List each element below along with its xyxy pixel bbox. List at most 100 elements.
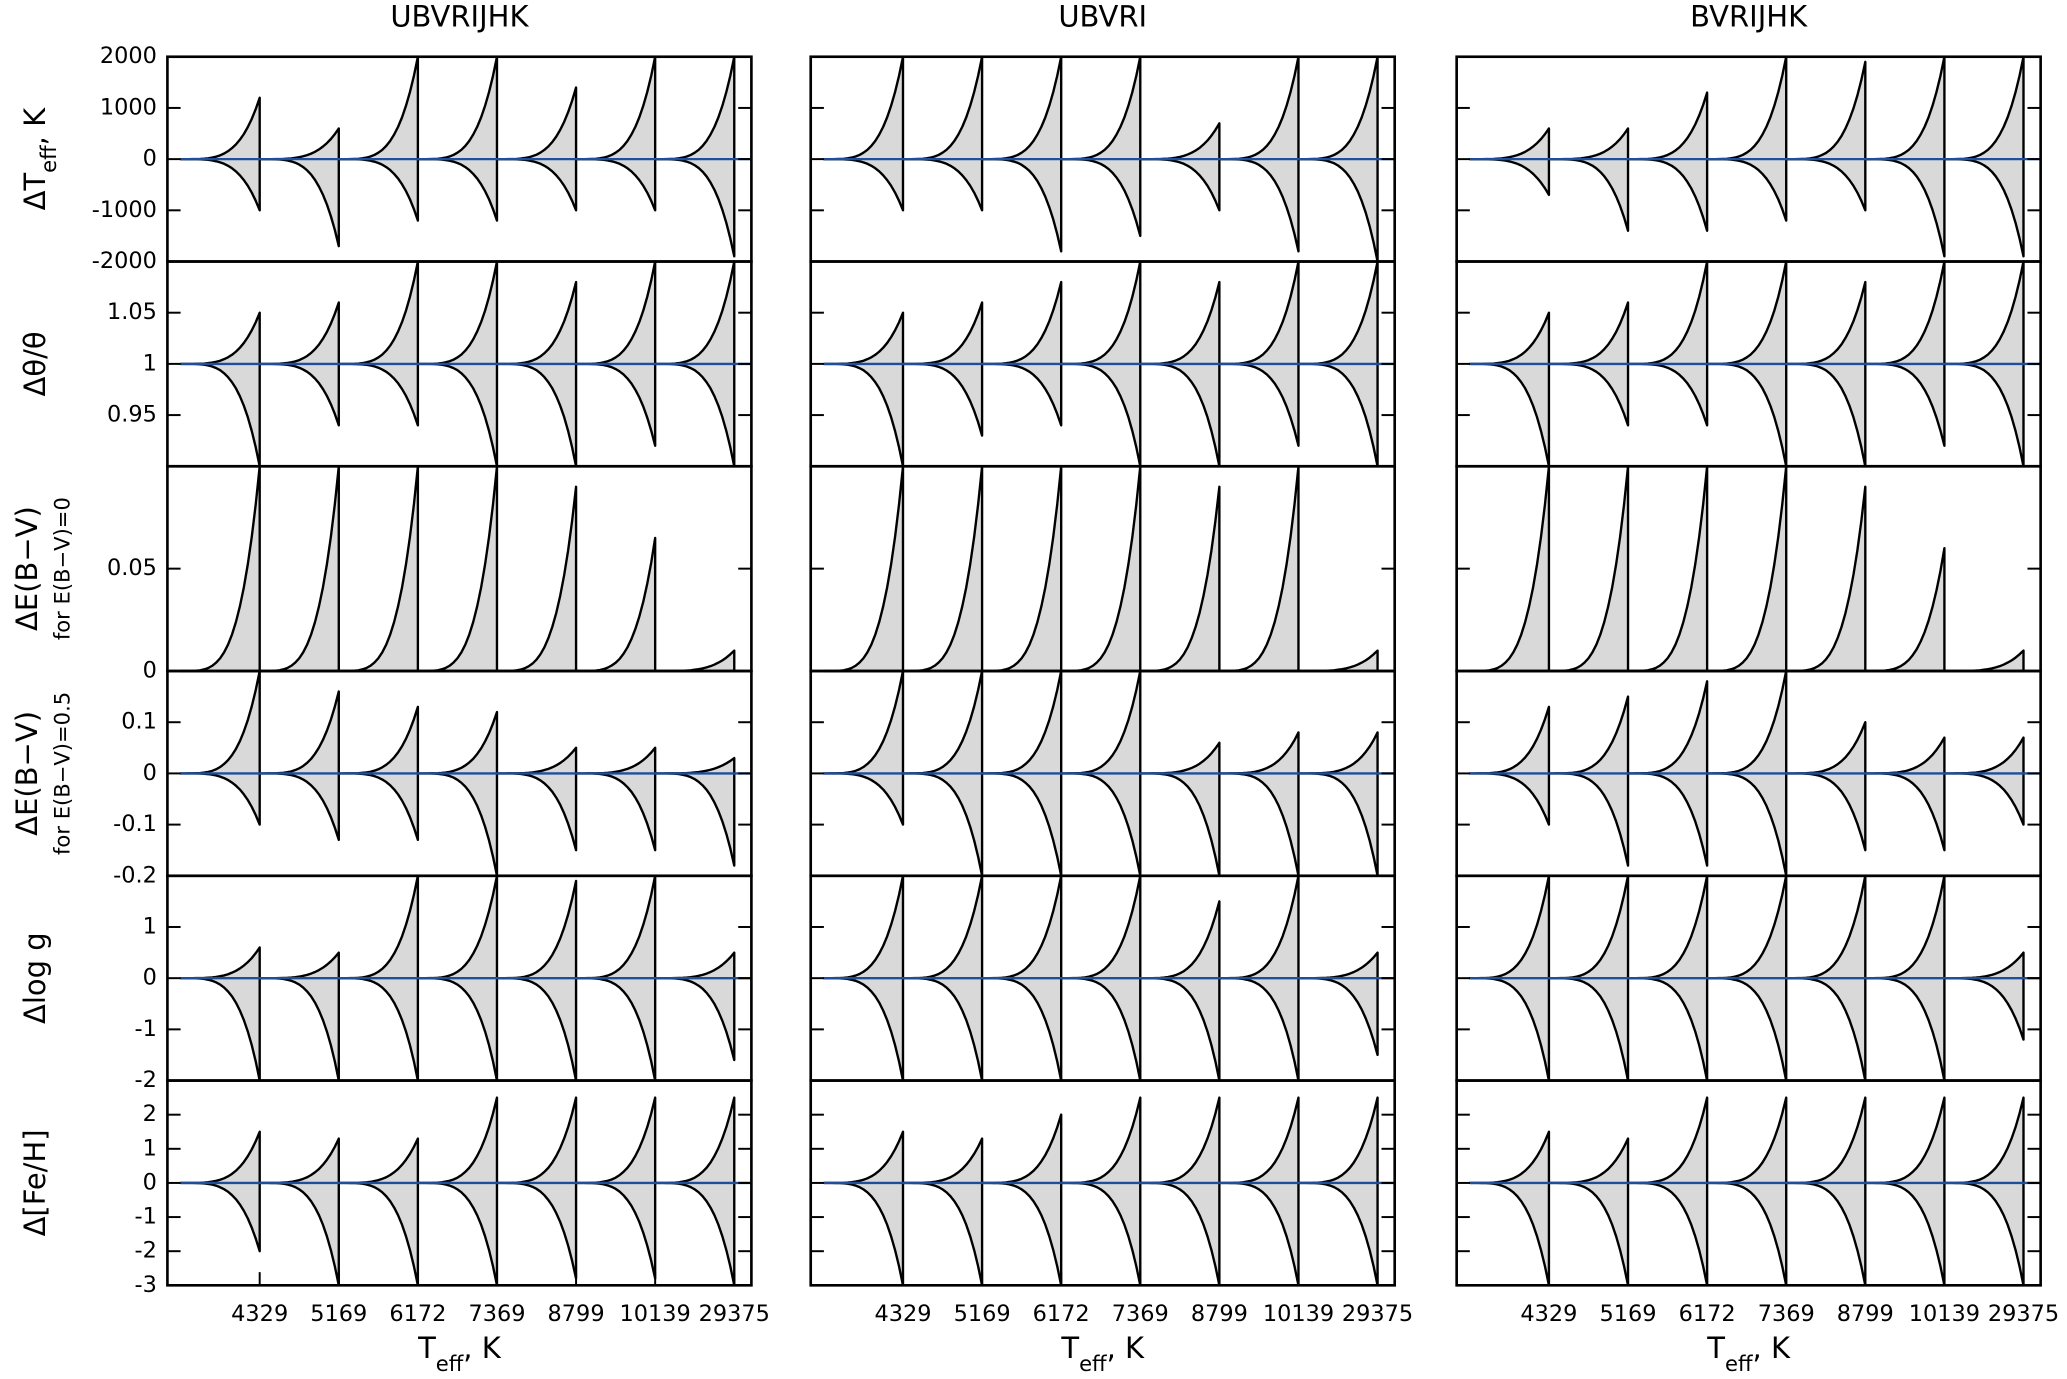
distribution [980, 465, 1063, 673]
x-tick-label: 29375 [1988, 1301, 2059, 1327]
y-axis-label: ΔTeff, K [18, 107, 60, 210]
x-tick-label: 29375 [699, 1301, 770, 1327]
distribution [1547, 1137, 1630, 1287]
distribution [337, 260, 420, 427]
distribution [1297, 1096, 1379, 1287]
x-label-main: T [1706, 1331, 1725, 1365]
y-tick-label: 0.1 [121, 709, 157, 735]
x-axis-label: Teff, K [1706, 1331, 1791, 1376]
distribution [1864, 55, 1946, 258]
distribution [1547, 465, 1630, 673]
distribution [416, 710, 499, 877]
y-label-main: ΔE(B−V) [10, 711, 44, 836]
y-tick-label: 0 [143, 1169, 157, 1195]
x-label-end: , K [1753, 1331, 1791, 1365]
distribution [1943, 1096, 2025, 1287]
y-label-main: Δ[Fe/H] [18, 1129, 52, 1236]
y-tick-label: 0 [143, 965, 157, 991]
y-tick-label: 1 [143, 913, 157, 939]
distribution [337, 55, 420, 222]
distribution [495, 280, 578, 468]
distribution [1218, 465, 1300, 673]
distribution [1139, 122, 1221, 212]
y-tick-label: -2000 [92, 248, 157, 274]
distribution [1059, 1096, 1142, 1287]
x-tick-label: 10139 [620, 1301, 691, 1327]
distribution [1297, 951, 1379, 1057]
distribution [653, 1096, 736, 1287]
x-label-end: , K [1107, 1331, 1145, 1365]
x-label-main: T [1060, 1331, 1079, 1365]
x-tick-label: 5169 [310, 1301, 367, 1327]
x-label-main: T [417, 1331, 436, 1365]
distribution [653, 55, 736, 258]
distribution [822, 669, 905, 826]
x-tick-label: 8799 [1191, 1301, 1248, 1327]
y-tick-label: -2 [135, 1238, 157, 1264]
y-label-main: ΔE(B−V) [10, 506, 44, 631]
distribution [179, 465, 261, 673]
distribution [1785, 485, 1867, 673]
y-tick-label: -2 [135, 1067, 157, 1093]
distribution [258, 127, 340, 248]
distribution [822, 1130, 905, 1287]
distribution [495, 746, 578, 852]
y-axis-label: Δlog g [18, 932, 52, 1024]
distribution [416, 55, 499, 222]
distribution [1139, 485, 1221, 673]
y-tick-label: 1 [143, 1135, 157, 1161]
distribution [901, 55, 984, 212]
y-axis-label: Δ[Fe/H] [18, 1129, 52, 1236]
distribution [1547, 695, 1630, 867]
distribution [1626, 91, 1709, 232]
distribution [1864, 736, 1946, 852]
distribution [653, 951, 736, 1062]
distribution [1864, 546, 1946, 673]
distribution [574, 55, 657, 212]
y-tick-label: 0.95 [107, 402, 157, 428]
y-tick-label: -0.1 [113, 811, 157, 837]
distribution [258, 951, 340, 1082]
distribution [1297, 731, 1379, 877]
x-tick-label: 6172 [1033, 1301, 1090, 1327]
distribution [901, 1137, 984, 1287]
distribution [1705, 55, 1788, 222]
distribution [1943, 951, 2025, 1041]
x-tick-label: 7369 [1112, 1301, 1169, 1327]
column-title: UBVRIJHK [390, 0, 529, 34]
distribution [574, 1096, 657, 1280]
x-tick-label: 10139 [1263, 1301, 1334, 1327]
distribution [1468, 127, 1551, 197]
y-tick-label: 0.05 [107, 555, 157, 581]
x-tick-label: 6172 [389, 1301, 446, 1327]
distribution [1864, 1096, 1946, 1287]
distribution [1468, 465, 1551, 673]
column-title: UBVRI [1058, 0, 1147, 34]
y-axis-label: ΔE(B−V) [10, 711, 44, 836]
y-tick-label: -1 [135, 1204, 157, 1230]
y-tick-label: 1000 [100, 94, 157, 120]
distribution [653, 649, 736, 673]
x-tick-label: 29375 [1342, 1301, 1413, 1327]
distribution [495, 1096, 578, 1280]
x-tick-label: 7369 [468, 1301, 525, 1327]
distribution [1943, 736, 2025, 826]
distribution [1218, 260, 1300, 447]
distribution [822, 55, 905, 212]
y-label-main: Δθ/θ [18, 331, 52, 396]
distribution [1218, 731, 1300, 877]
distribution [1943, 649, 2025, 673]
distribution [1059, 55, 1142, 238]
distribution [1864, 260, 1946, 447]
distribution [179, 1130, 261, 1253]
distribution [1139, 741, 1221, 877]
x-tick-label: 8799 [1837, 1301, 1894, 1327]
distribution [179, 311, 261, 468]
x-tick-label: 4329 [1520, 1301, 1577, 1327]
distribution [337, 465, 420, 673]
distribution [179, 96, 261, 212]
x-tick-label: 6172 [1679, 1301, 1736, 1327]
distribution [416, 1096, 499, 1287]
distribution [1139, 900, 1221, 1082]
distribution [416, 465, 499, 673]
